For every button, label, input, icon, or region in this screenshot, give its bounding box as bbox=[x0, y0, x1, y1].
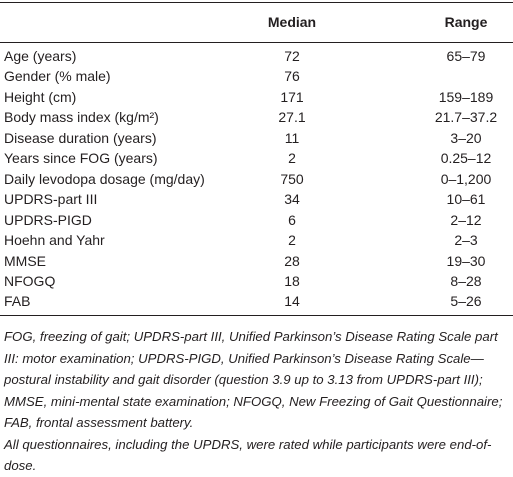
cell-value: 28 bbox=[284, 252, 300, 269]
cell-value: 6 bbox=[288, 211, 296, 228]
cell-value: 72 bbox=[284, 48, 300, 64]
row-label: NFOGQ bbox=[4, 272, 56, 289]
row-label: Disease duration (years) bbox=[4, 129, 157, 146]
cell-value: 10–61 bbox=[446, 191, 486, 208]
row-label: Age (years) bbox=[4, 48, 77, 64]
cell-value: 8–28 bbox=[450, 272, 482, 289]
top-rule bbox=[0, 2, 513, 3]
row-label: FAB bbox=[4, 293, 31, 310]
row-label: UPDRS-PIGD bbox=[4, 211, 92, 228]
cell-value: 27.1 bbox=[278, 109, 306, 126]
cell-value: 14 bbox=[284, 293, 300, 310]
row-label: Height (cm) bbox=[4, 88, 77, 105]
row-label: Daily levodopa dosage (mg/day) bbox=[4, 170, 205, 187]
cell-value: 0.25–12 bbox=[440, 150, 492, 167]
cell-value: 2 bbox=[288, 150, 296, 167]
row-label: MMSE bbox=[4, 252, 46, 269]
row-label: Body mass index (kg/m²) bbox=[4, 109, 159, 126]
cell-value: 3–20 bbox=[450, 129, 482, 146]
cell-value: 2 bbox=[288, 232, 296, 249]
row-label: Hoehn and Yahr bbox=[4, 232, 105, 249]
cell-value: 171 bbox=[280, 88, 304, 105]
bottom-rule bbox=[0, 315, 513, 316]
cell-value: 159–189 bbox=[438, 88, 494, 105]
cell-value: 65–79 bbox=[446, 48, 486, 64]
cell-value: 750 bbox=[280, 170, 304, 187]
cell-value: 19–30 bbox=[446, 252, 486, 269]
cell-value: 34 bbox=[284, 191, 300, 208]
column-header: Median bbox=[267, 14, 317, 30]
cell-value: 2–12 bbox=[450, 211, 482, 228]
row-label: UPDRS-part III bbox=[4, 191, 98, 208]
footnotes: FOG, freezing of gait; UPDRS-part III, U… bbox=[4, 326, 512, 477]
row-label: Gender (% male) bbox=[4, 68, 111, 85]
cell-value: 5–26 bbox=[450, 293, 482, 310]
footnote: FOG, freezing of gait; UPDRS-part III, U… bbox=[4, 329, 503, 430]
cell-value: 0–1,200 bbox=[440, 170, 492, 187]
row-label: Years since FOG (years) bbox=[4, 150, 158, 167]
cell-value: 18 bbox=[284, 272, 300, 289]
cell-value: 11 bbox=[284, 129, 300, 146]
footnote: All questionnaires, including the UPDRS,… bbox=[4, 436, 492, 474]
header-rule bbox=[0, 42, 513, 43]
column-header: Range bbox=[444, 14, 488, 30]
cell-value: 76 bbox=[284, 68, 300, 85]
cell-value: 21.7–37.2 bbox=[434, 109, 498, 126]
cell-value: 2–3 bbox=[454, 232, 478, 249]
